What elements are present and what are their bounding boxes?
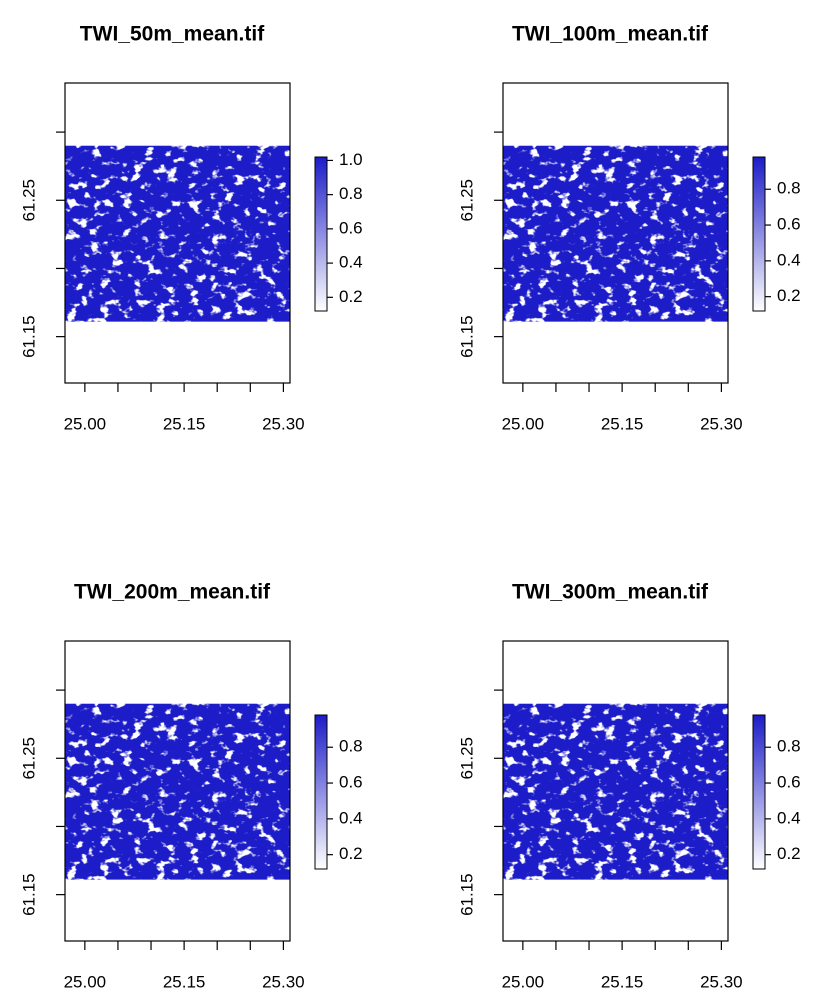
- x-tick-label: 25.00: [64, 414, 107, 433]
- plot-frame: [64, 640, 291, 942]
- map-panel: TWI_300m_mean.tif 25.00 25.15 25.30 61.15 61.…: [457, 581, 800, 992]
- colorbar: [752, 156, 766, 312]
- colorbar-tick-label: 0.4: [339, 253, 363, 272]
- raster: [65, 703, 290, 880]
- y-tick-label: 61.15: [457, 315, 476, 358]
- x-tick-label: 25.30: [700, 972, 743, 991]
- colorbar-tick-label: 0.8: [777, 179, 801, 198]
- x-tick-label: 25.15: [163, 972, 206, 991]
- colorbar: [314, 714, 328, 870]
- x-tick-label: 25.30: [700, 414, 743, 433]
- colorbar-tick-label: 0.4: [339, 808, 363, 827]
- map-panel: TWI_200m_mean.tif 25.00 25.15 25.30 61.15 61.…: [19, 581, 362, 992]
- panel-title: TWI_50m_mean.tif: [80, 23, 265, 46]
- x-tick-label: 25.00: [64, 972, 107, 991]
- plot-frame: [502, 82, 729, 384]
- raster: [65, 145, 290, 322]
- panel-title: TWI_100m_mean.tif: [512, 23, 709, 46]
- y-tick-label: 61.25: [457, 179, 476, 222]
- y-tick-label: 61.25: [457, 737, 476, 780]
- raster: [503, 145, 728, 322]
- colorbar-tick-label: 0.8: [339, 737, 363, 756]
- x-tick-label: 25.15: [601, 414, 644, 433]
- map-panel: TWI_50m_mean.tif 25.00 25.15 25.30 61.15 61.2…: [19, 23, 362, 434]
- plot-frame: [502, 640, 729, 942]
- y-tick-label: 61.25: [19, 179, 38, 222]
- x-tick-label: 25.15: [163, 414, 206, 433]
- colorbar-tick-label: 0.6: [339, 773, 363, 792]
- raster: [503, 703, 728, 880]
- x-tick-label: 25.15: [601, 972, 644, 991]
- colorbar-tick-label: 0.4: [777, 808, 801, 827]
- panel-title: TWI_200m_mean.tif: [74, 581, 271, 604]
- y-tick-label: 61.15: [457, 873, 476, 916]
- colorbar-tick-label: 0.2: [777, 844, 801, 863]
- colorbar-tick-label: 0.2: [339, 287, 363, 306]
- map-panel: TWI_100m_mean.tif 25.00 25.15 25.30 61.15 61.…: [457, 23, 800, 434]
- colorbar: [752, 714, 766, 870]
- plot-frame: [64, 82, 291, 384]
- colorbar: [314, 156, 328, 312]
- x-tick-label: 25.00: [502, 972, 545, 991]
- x-tick-label: 25.30: [262, 972, 305, 991]
- colorbar-tick-label: 0.2: [339, 844, 363, 863]
- colorbar-tick-label: 1.0: [339, 150, 363, 169]
- colorbar-tick-label: 0.2: [777, 286, 801, 305]
- y-tick-label: 61.25: [19, 737, 38, 780]
- colorbar-tick-label: 0.8: [777, 737, 801, 756]
- panel-title: TWI_300m_mean.tif: [512, 581, 709, 604]
- y-tick-label: 61.15: [19, 873, 38, 916]
- x-tick-label: 25.00: [502, 414, 545, 433]
- colorbar-tick-label: 0.6: [777, 215, 801, 234]
- colorbar-tick-label: 0.8: [339, 184, 363, 203]
- colorbar-tick-label: 0.4: [777, 250, 801, 269]
- colorbar-tick-label: 0.6: [777, 773, 801, 792]
- y-tick-label: 61.15: [19, 315, 38, 358]
- x-tick-label: 25.30: [262, 414, 305, 433]
- colorbar-tick-label: 0.6: [339, 218, 363, 237]
